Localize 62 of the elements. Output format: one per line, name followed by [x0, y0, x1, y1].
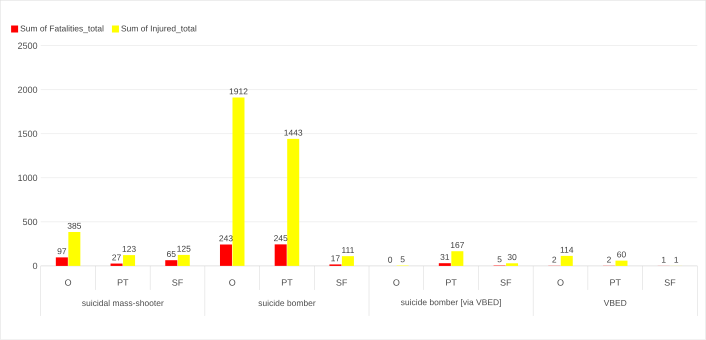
x-tick-label: SF: [336, 280, 348, 286]
x-tick-label: SF: [172, 280, 183, 286]
data-label: 5: [400, 256, 405, 262]
bar: [165, 260, 178, 266]
y-tick-label: 2500: [18, 42, 38, 50]
data-label: 1912: [230, 88, 248, 94]
x-tick-label: O: [229, 280, 236, 286]
bar: [220, 244, 232, 266]
bar: [506, 263, 518, 266]
bar: [178, 255, 190, 266]
data-label: 111: [342, 247, 354, 254]
text: suicidal mass-shooter: [82, 300, 164, 306]
x-tick-label: O: [65, 280, 72, 286]
data-label: 30: [508, 254, 516, 260]
y-tick-label: 2000: [18, 86, 38, 94]
y-tick-label: 1500: [18, 130, 38, 138]
data-label: 5: [498, 256, 502, 262]
bar: [232, 98, 244, 266]
data-label: 27: [112, 254, 121, 261]
y-tick-label: 0: [32, 262, 38, 270]
text: suicide bomber [via VBED]: [400, 299, 501, 308]
data-label: 1: [674, 256, 678, 263]
data-label: 65: [166, 251, 176, 258]
data-label: 1: [662, 256, 666, 263]
data-label: 97: [58, 248, 66, 254]
data-label: 167: [450, 242, 464, 248]
data-label: 114: [560, 247, 574, 253]
x-tick-label: PT: [282, 280, 292, 286]
bar: [342, 256, 354, 266]
bar: [274, 244, 287, 266]
legend-label: Sum of Injured_total: [121, 25, 196, 34]
legend-label: Sum of Fatalities_total: [20, 25, 104, 34]
bar: [615, 260, 628, 266]
data-label: 125: [177, 246, 190, 252]
x-tick-label: PT: [118, 280, 128, 286]
bar: [438, 263, 451, 266]
data-label: 31: [440, 254, 450, 260]
x-tick-label: PT: [610, 280, 621, 286]
x-tick-label: O: [393, 280, 400, 286]
bar: [451, 251, 464, 266]
data-label: 60: [617, 252, 626, 258]
data-label: 1443: [284, 130, 302, 136]
text: VBED: [604, 300, 626, 306]
bar: [123, 255, 136, 266]
data-label: 2: [552, 256, 556, 263]
data-label: 123: [122, 246, 136, 252]
x-tick-label: O: [557, 280, 564, 286]
data-label: 2: [607, 256, 611, 263]
bar: [287, 138, 300, 266]
bar: [56, 258, 68, 266]
y-tick-label: 500: [22, 218, 38, 226]
bar: [560, 256, 573, 266]
data-label: 385: [68, 222, 82, 229]
bar: [110, 264, 123, 266]
x-tick-label: PT: [446, 280, 457, 286]
bar: [68, 232, 80, 266]
data-label: 0: [388, 256, 392, 263]
x-tick-label: SF: [500, 280, 512, 286]
y-tick-label: 1000: [18, 174, 38, 182]
x-tick-label: SF: [664, 280, 676, 286]
text: suicide bomber: [258, 300, 316, 306]
data-label: 17: [331, 256, 340, 262]
